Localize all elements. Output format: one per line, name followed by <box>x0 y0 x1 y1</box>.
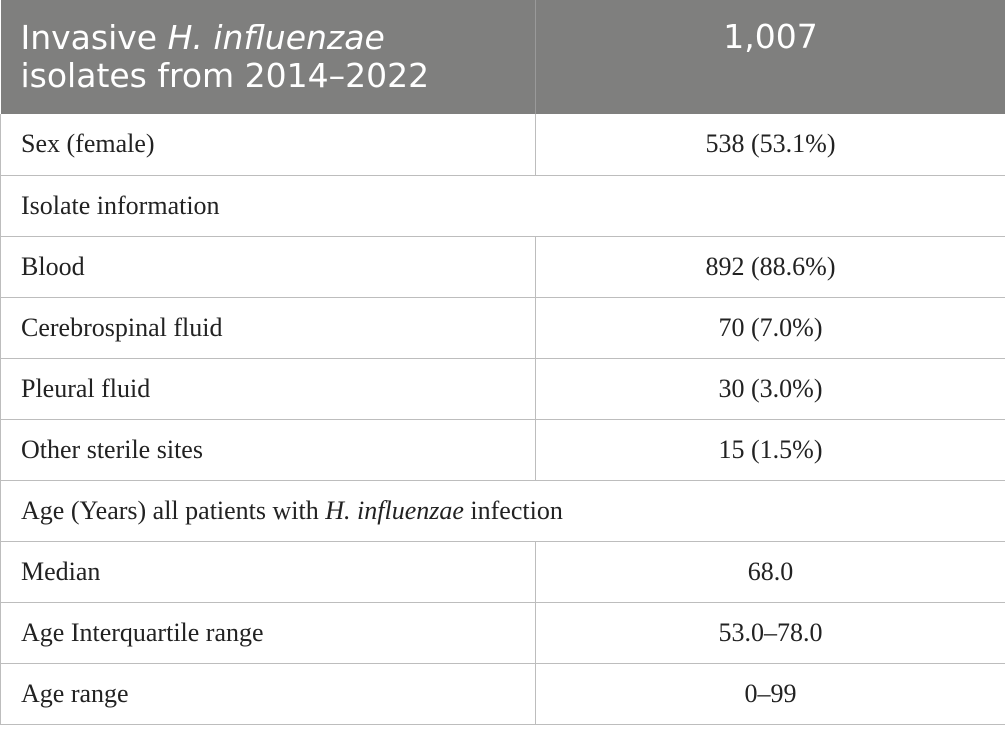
row-value: 15 (1.5%) <box>535 419 1005 481</box>
table-row-age-range: Age range 0–99 <box>0 663 1005 725</box>
row-value: 538 (53.1%) <box>535 114 1005 176</box>
table-row-median: Median 68.0 <box>0 541 1005 603</box>
table-row-other-sterile-sites: Other sterile sites 15 (1.5%) <box>0 419 1005 481</box>
section-label-part2: infection <box>463 495 563 525</box>
row-value: 892 (88.6%) <box>535 236 1005 298</box>
row-label: Other sterile sites <box>0 419 536 481</box>
table-row-age-iqr: Age Interquartile range 53.0–78.0 <box>0 602 1005 664</box>
row-value: 68.0 <box>535 541 1005 603</box>
row-value: 30 (3.0%) <box>535 358 1005 420</box>
section-row-isolate-information: Isolate information <box>0 175 1005 237</box>
table-row-pleural-fluid: Pleural fluid 30 (3.0%) <box>0 358 1005 420</box>
row-label: Median <box>0 541 536 603</box>
table-row-blood: Blood 892 (88.6%) <box>0 236 1005 298</box>
section-label-part1: Age (Years) all patients with <box>21 495 326 525</box>
header-row: Invasive H. influenzae isolates from 2014… <box>0 0 1005 114</box>
header-label: Invasive H. influenzae isolates from 2014… <box>0 0 536 114</box>
row-label: Sex (female) <box>0 114 536 176</box>
row-value: 70 (7.0%) <box>535 297 1005 359</box>
header-label-part1: Invasive <box>20 18 168 57</box>
header-label-italic: H. influenzae <box>167 18 385 57</box>
section-label-italic: H. influenzae <box>325 495 464 525</box>
row-label: Age range <box>0 663 536 725</box>
row-value: 0–99 <box>535 663 1005 725</box>
section-label: Age (Years) all patients with H. influen… <box>0 480 1005 542</box>
header-value: 1,007 <box>535 0 1005 114</box>
header-label-part2: isolates from 2014–2022 <box>20 56 430 95</box>
row-value: 53.0–78.0 <box>535 602 1005 664</box>
table-row-cerebrospinal-fluid: Cerebrospinal fluid 70 (7.0%) <box>0 297 1005 359</box>
section-row-age: Age (Years) all patients with H. influen… <box>0 480 1005 542</box>
table-row-sex: Sex (female) 538 (53.1%) <box>0 114 1005 176</box>
row-label: Blood <box>0 236 536 298</box>
row-label: Age Interquartile range <box>0 602 536 664</box>
row-label: Cerebrospinal fluid <box>0 297 536 359</box>
section-label: Isolate information <box>0 175 1005 237</box>
row-label: Pleural fluid <box>0 358 536 420</box>
data-table: Invasive H. influenzae isolates from 2014… <box>0 0 1005 725</box>
